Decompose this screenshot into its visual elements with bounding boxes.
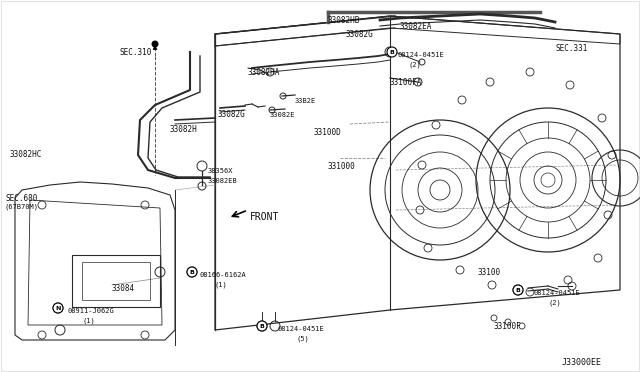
Text: (67B70M): (67B70M)	[5, 204, 39, 211]
Text: (5): (5)	[296, 336, 308, 343]
Text: SEC.331: SEC.331	[556, 44, 588, 53]
Text: 33100: 33100	[478, 268, 501, 277]
Text: 33082G: 33082G	[218, 110, 246, 119]
Text: B: B	[189, 269, 195, 275]
Text: 08166-6162A: 08166-6162A	[200, 272, 247, 278]
Text: 33082HB: 33082HB	[328, 16, 360, 25]
Text: 33100F: 33100F	[494, 322, 522, 331]
Text: (1): (1)	[82, 318, 95, 324]
Text: 33082HC: 33082HC	[10, 150, 42, 159]
Bar	[82, 262, 150, 300]
Circle shape	[53, 303, 63, 313]
Text: 33082EB: 33082EB	[208, 178, 237, 184]
Circle shape	[513, 285, 523, 295]
Text: (2): (2)	[408, 62, 420, 68]
Text: 08124-0451E: 08124-0451E	[278, 326, 324, 332]
Circle shape	[187, 267, 197, 277]
Text: 33100FA: 33100FA	[390, 78, 422, 87]
Text: B: B	[260, 324, 264, 328]
Text: FRONT: FRONT	[250, 212, 280, 222]
Text: (2): (2)	[548, 300, 561, 307]
Text: 33082H: 33082H	[170, 125, 198, 134]
Text: SEC.310: SEC.310	[120, 48, 152, 57]
Text: 33082G: 33082G	[345, 30, 372, 39]
Text: 08124-0451E: 08124-0451E	[398, 52, 445, 58]
Text: N: N	[55, 305, 61, 311]
Text: 33084: 33084	[112, 284, 135, 293]
Circle shape	[152, 41, 158, 47]
Text: B: B	[516, 288, 520, 292]
Text: 33082HA: 33082HA	[248, 68, 280, 77]
Text: 38356X: 38356X	[208, 168, 234, 174]
Text: 08911-J062G: 08911-J062G	[68, 308, 115, 314]
Text: 331000: 331000	[328, 162, 356, 171]
Bar	[72, 255, 160, 307]
Text: J33000EE: J33000EE	[562, 358, 602, 367]
Text: 33100D: 33100D	[314, 128, 342, 137]
Text: B: B	[390, 49, 394, 55]
Text: 33082EA: 33082EA	[400, 22, 433, 31]
Circle shape	[257, 321, 267, 331]
Text: 33082E: 33082E	[270, 112, 296, 118]
Text: 08124-0451E: 08124-0451E	[534, 290, 580, 296]
Circle shape	[387, 47, 397, 57]
Text: (1): (1)	[215, 282, 228, 289]
Text: 33B2E: 33B2E	[295, 98, 316, 104]
Text: SEC.680: SEC.680	[5, 194, 37, 203]
